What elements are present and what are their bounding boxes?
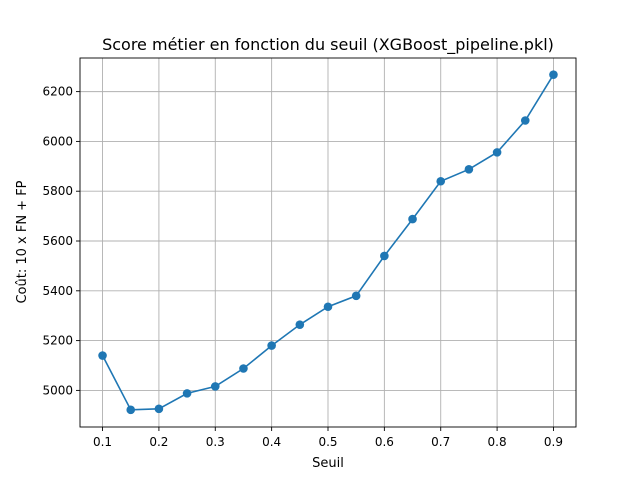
data-point: [464, 164, 474, 174]
x-tick-label: 0.2: [149, 435, 168, 449]
x-tick-label: 0.3: [206, 435, 225, 449]
data-point: [210, 382, 220, 391]
data-point: [182, 389, 192, 398]
data-point: [295, 320, 305, 329]
x-tick-label: 0.7: [431, 435, 450, 449]
x-axis-label: Seuil: [312, 456, 344, 471]
x-tick-label: 0.1: [93, 435, 112, 449]
data-point: [408, 214, 417, 224]
x-tick-label: 0.9: [544, 435, 563, 449]
axis-ticks: 0.1 0.2 0.3 0.4 0.5 0.6 0.7 0.8 0.9 5000 5200 5400 5…: [42, 85, 563, 449]
y-axis-label: Coût: 10 x FN + FP: [15, 180, 30, 303]
data-point: [98, 351, 107, 360]
x-tick-label: 0.4: [262, 435, 281, 449]
data-point: [267, 341, 276, 350]
y-tick-label: 5000: [42, 383, 73, 397]
y-tick-label: 5800: [42, 184, 73, 198]
data-series: [98, 70, 558, 415]
y-tick-label: 5600: [42, 234, 73, 248]
data-point: [351, 291, 361, 301]
data-point: [520, 116, 530, 125]
x-tick-label: 0.5: [318, 435, 337, 449]
grid: [80, 58, 576, 427]
data-point: [492, 148, 502, 157]
y-tick-label: 5400: [42, 284, 73, 298]
chart-title: Score métier en fonction du seuil (XGBoo…: [102, 35, 554, 55]
data-point: [154, 404, 164, 414]
data-point: [436, 176, 446, 186]
data-point: [323, 302, 333, 312]
y-tick-label: 5200: [42, 334, 73, 348]
data-point: [549, 70, 558, 79]
x-tick-label: 0.8: [488, 435, 507, 449]
x-tick-label: 0.6: [375, 435, 394, 449]
y-tick-label: 6200: [42, 85, 73, 99]
data-point: [239, 364, 248, 373]
plot-frame: [79, 57, 577, 428]
y-tick-label: 6000: [42, 134, 73, 148]
data-point: [126, 405, 136, 415]
data-point: [380, 251, 389, 261]
